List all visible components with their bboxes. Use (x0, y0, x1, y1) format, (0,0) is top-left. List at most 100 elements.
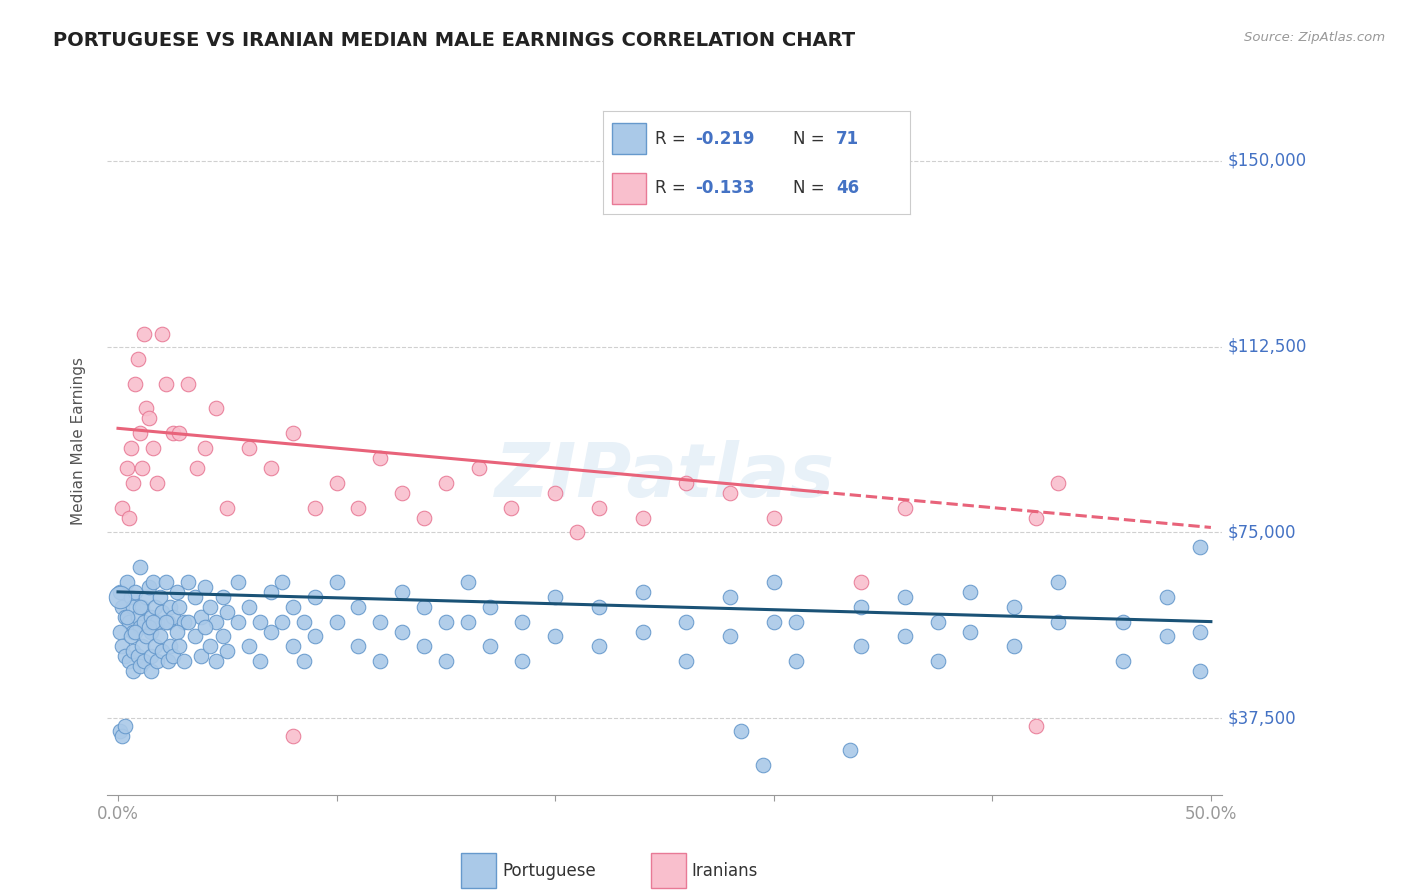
Point (128, 599, 150, 614)
Point (512, 654, 534, 668)
Point (120, 441, 142, 455)
Y-axis label: Median Male Earnings: Median Male Earnings (72, 357, 86, 524)
Point (111, 500, 134, 515)
Point (128, 659, 150, 673)
Point (325, 475, 347, 490)
Point (134, 615, 156, 629)
Point (413, 510, 436, 524)
Point (368, 615, 391, 629)
Point (139, 649, 162, 664)
Point (1025, 719, 1047, 733)
Point (138, 411, 160, 425)
Point (718, 590, 741, 604)
Point (271, 615, 294, 629)
Point (135, 590, 157, 604)
Point (131, 640, 153, 654)
Point (124, 624, 146, 639)
Point (927, 654, 949, 668)
Text: Portuguese: Portuguese (502, 862, 596, 880)
Point (162, 426, 184, 441)
Point (260, 461, 283, 475)
Point (304, 500, 326, 515)
Point (752, 758, 775, 772)
Point (173, 615, 195, 629)
Point (177, 376, 200, 391)
Point (127, 609, 149, 624)
Point (325, 615, 347, 629)
Point (675, 475, 697, 490)
Point (849, 640, 872, 654)
Point (162, 609, 184, 624)
Text: $150,000: $150,000 (1227, 152, 1306, 169)
Point (128, 560, 150, 574)
Point (368, 654, 391, 668)
Point (217, 644, 239, 658)
Point (166, 585, 188, 599)
Point (118, 510, 141, 524)
Point (122, 644, 145, 658)
Point (157, 654, 180, 668)
Point (114, 609, 136, 624)
Point (281, 640, 304, 654)
Point (457, 574, 479, 589)
Point (177, 615, 200, 629)
Point (478, 640, 501, 654)
Point (839, 743, 862, 757)
Point (512, 615, 534, 629)
Point (150, 605, 173, 619)
Point (718, 485, 741, 500)
Point (1188, 541, 1211, 555)
Point (304, 630, 326, 644)
Point (135, 630, 157, 644)
Point (1156, 590, 1178, 604)
Point (127, 351, 149, 366)
Point (148, 590, 170, 604)
Point (1002, 640, 1025, 654)
Point (1188, 624, 1211, 639)
Point (122, 664, 145, 678)
Point (139, 624, 162, 639)
Point (198, 640, 221, 654)
Point (959, 585, 981, 599)
Point (139, 664, 162, 678)
Point (1112, 654, 1135, 668)
Point (114, 649, 136, 664)
Point (478, 599, 501, 614)
Point (588, 500, 610, 515)
Point (143, 599, 166, 614)
Point (122, 624, 145, 639)
Point (111, 729, 134, 743)
Point (115, 609, 138, 624)
Point (457, 615, 479, 629)
Text: Iranians: Iranians (692, 862, 758, 880)
Point (849, 574, 872, 589)
Point (139, 609, 162, 624)
Point (260, 585, 283, 599)
Point (217, 605, 239, 619)
Point (146, 475, 169, 490)
Point (501, 500, 523, 515)
Point (167, 599, 190, 614)
Point (347, 500, 370, 515)
Point (122, 599, 145, 614)
Point (631, 510, 654, 524)
Point (124, 376, 146, 391)
Point (194, 441, 217, 455)
Point (292, 615, 315, 629)
Point (249, 654, 271, 668)
Point (162, 649, 184, 664)
Point (271, 574, 294, 589)
Point (413, 640, 436, 654)
Point (146, 654, 169, 668)
Point (762, 615, 785, 629)
Point (138, 580, 160, 594)
Point (1002, 599, 1025, 614)
Point (115, 574, 138, 589)
Point (150, 327, 173, 342)
Point (167, 640, 190, 654)
Point (205, 654, 228, 668)
Point (785, 615, 807, 629)
Point (146, 615, 169, 629)
Point (281, 729, 304, 743)
Point (157, 615, 180, 629)
